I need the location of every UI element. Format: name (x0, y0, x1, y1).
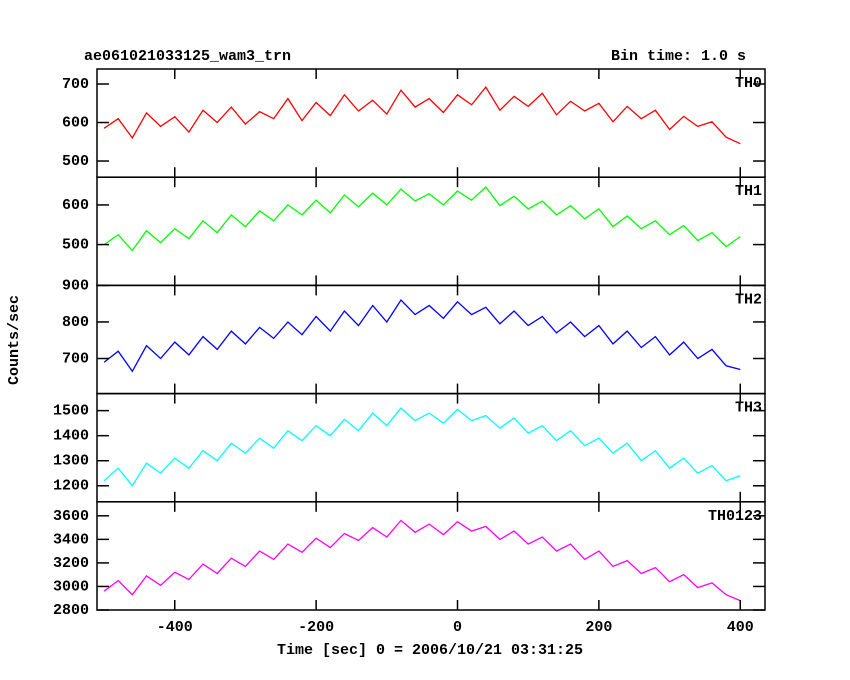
light-curve (103, 186, 741, 252)
y-tick-label: 600 (62, 114, 89, 131)
bin-time: Bin time: 1.0 s (611, 48, 746, 65)
y-tick-label: 1400 (53, 428, 89, 445)
y-tick-label: 1500 (53, 403, 89, 420)
y-tick-label: 800 (62, 314, 89, 331)
light-curve (103, 298, 741, 373)
panel-label: TH0 (735, 75, 762, 92)
y-tick-label: 3200 (53, 555, 89, 572)
panel-frame (96, 284, 766, 395)
chart-title: ae061021033125_wam3_trn (84, 48, 291, 65)
y-tick-label: 3400 (53, 531, 89, 548)
panel-label: TH1 (735, 183, 762, 200)
light-curve (103, 85, 741, 145)
y-tick-label: 700 (62, 350, 89, 367)
x-tick-label: 200 (585, 619, 612, 636)
y-axis-label: Counts/sec (6, 295, 23, 385)
y-tick-label: 1300 (53, 453, 89, 470)
x-tick-label: 400 (727, 619, 754, 636)
x-tick-label: -200 (298, 619, 334, 636)
y-tick-label: 500 (62, 153, 89, 170)
x-axis-label: Time [sec] 0 = 2006/10/21 03:31:25 (277, 642, 583, 659)
y-tick-label: 600 (62, 197, 89, 214)
y-tick-label: 500 (62, 237, 89, 254)
panel-label: TH2 (735, 291, 762, 308)
panel-frame (96, 392, 766, 503)
y-tick-label: 1200 (53, 478, 89, 495)
y-tick-label: 2800 (53, 602, 89, 619)
x-tick-label: -400 (157, 619, 193, 636)
light-curve (103, 407, 741, 487)
panel-frame (96, 176, 766, 287)
x-tick-label: 0 (453, 619, 462, 636)
panel-label: TH3 (735, 400, 762, 417)
y-tick-label: 900 (62, 277, 89, 294)
y-tick-label: 3000 (53, 578, 89, 595)
panel-label: TH0123 (708, 508, 762, 525)
light-curve (103, 519, 741, 602)
y-tick-label: 700 (62, 76, 89, 93)
panel-frame (96, 501, 766, 611)
y-tick-label: 3600 (53, 508, 89, 525)
